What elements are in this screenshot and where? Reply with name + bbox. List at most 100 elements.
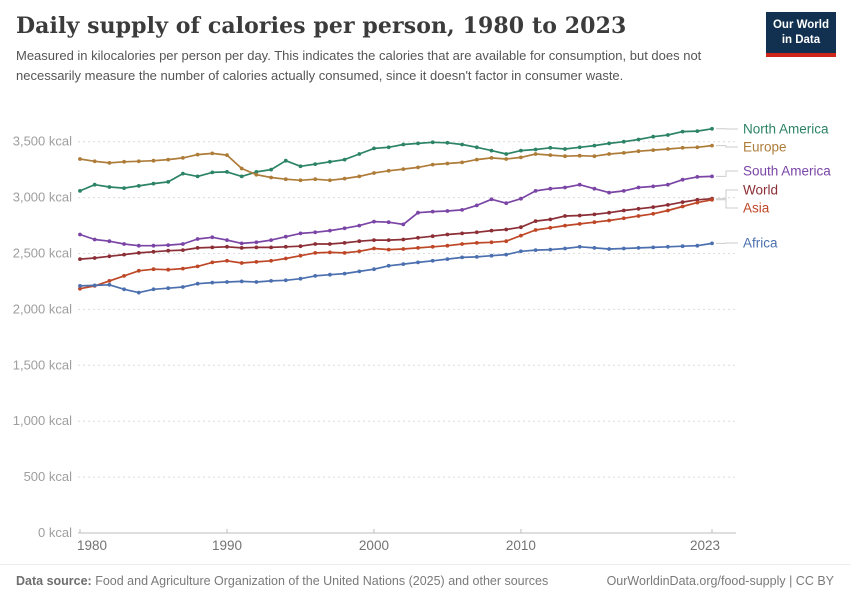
data-point: [151, 267, 156, 272]
chart-footer: Data source: Food and Agriculture Organi…: [0, 564, 850, 600]
data-point: [166, 248, 171, 253]
data-point: [328, 272, 332, 277]
series-line-europe[interactable]: [79, 144, 713, 182]
data-point: [563, 214, 567, 218]
data-point: [548, 247, 553, 252]
series-line-south-america[interactable]: [79, 175, 713, 247]
data-point: [636, 246, 641, 250]
series-line-africa[interactable]: [79, 242, 713, 294]
data-point: [107, 185, 112, 189]
data-point: [680, 200, 685, 204]
legend-label-asia[interactable]: Asia: [743, 201, 770, 216]
series-line-asia[interactable]: [79, 198, 713, 290]
data-point: [666, 203, 670, 207]
data-point: [166, 243, 171, 248]
data-point: [710, 126, 714, 131]
data-point: [563, 154, 567, 159]
data-point: [107, 161, 112, 165]
data-point: [136, 243, 141, 248]
data-point: [225, 280, 229, 284]
data-point: [225, 170, 229, 174]
data-point: [474, 203, 479, 208]
series-europe[interactable]: Europe: [78, 140, 787, 183]
data-point: [195, 152, 200, 157]
data-point: [504, 227, 509, 232]
chart-area: 0 kcal 500 kcal 1,000 kcal 1,500 kcal 2,000 …: [0, 112, 850, 565]
data-point: [592, 143, 597, 148]
series-asia[interactable]: Asia: [78, 197, 770, 291]
data-point: [519, 148, 523, 153]
data-point: [122, 274, 126, 278]
data-point: [78, 257, 82, 261]
data-point: [225, 258, 229, 263]
data-point: [680, 177, 685, 182]
owid-logo[interactable]: Our World in Data: [765, 12, 836, 57]
data-point: [342, 241, 347, 245]
data-point: [666, 208, 670, 213]
data-point: [710, 143, 714, 148]
data-point: [181, 242, 185, 246]
series-line-world[interactable]: [79, 197, 713, 260]
data-point: [489, 240, 494, 245]
data-point: [592, 212, 597, 217]
data-point: [651, 148, 656, 152]
legend-leader-line-world: [716, 189, 738, 200]
data-point: [621, 189, 626, 193]
data-point: [563, 223, 567, 228]
data-point: [474, 230, 479, 235]
data-point: [328, 178, 332, 183]
data-point: [636, 149, 641, 154]
series-africa[interactable]: Africa: [78, 236, 778, 295]
data-point: [621, 151, 626, 155]
data-point: [607, 152, 611, 156]
data-point: [666, 182, 670, 187]
data-point: [372, 246, 376, 251]
data-point: [533, 228, 538, 232]
series-world[interactable]: World: [78, 183, 778, 262]
legend-label-world[interactable]: World: [743, 183, 778, 198]
data-point: [695, 200, 700, 205]
legend-label-africa[interactable]: Africa: [743, 236, 778, 251]
x-axis: 1980 1990 2000 2010 2023: [77, 529, 736, 553]
legend-leader-line-south-america: [716, 170, 738, 177]
data-point: [254, 172, 259, 177]
chart-header: Daily supply of calories per person, 198…: [0, 0, 850, 85]
data-point: [151, 181, 156, 186]
data-source-text: Food and Agriculture Organization of the…: [91, 574, 549, 588]
data-point: [239, 279, 244, 284]
owid-citation-link[interactable]: OurWorldinData.org/food-supply | CC BY: [606, 574, 834, 588]
data-point: [621, 139, 626, 144]
series-line-north-america[interactable]: [79, 127, 713, 192]
data-point: [328, 228, 332, 233]
data-point: [372, 219, 376, 224]
legend-label-south-america[interactable]: South America: [743, 164, 831, 179]
series-south-america[interactable]: South America: [78, 164, 831, 248]
data-point: [225, 244, 229, 249]
data-point: [92, 283, 97, 288]
series-north-america[interactable]: North America: [78, 122, 829, 193]
data-point: [710, 174, 714, 179]
data-point: [181, 171, 185, 176]
data-point: [239, 166, 244, 171]
data-point: [430, 209, 435, 214]
data-point: [239, 174, 244, 179]
data-point: [210, 151, 215, 156]
legend-label-north-america[interactable]: North America: [743, 122, 829, 137]
data-point: [680, 129, 685, 134]
data-point: [710, 197, 714, 202]
data-point: [651, 245, 656, 250]
data-point: [430, 140, 435, 145]
legend-label-europe[interactable]: Europe: [743, 140, 787, 155]
data-point: [136, 251, 141, 255]
data-point: [372, 238, 376, 242]
line-chart-svg: 0 kcal 500 kcal 1,000 kcal 1,500 kcal 2,000 …: [13, 122, 832, 554]
data-point: [636, 137, 641, 142]
data-point: [254, 170, 259, 174]
data-point: [533, 248, 538, 253]
legend-leader-line-asia: [716, 199, 738, 209]
data-point: [636, 185, 641, 190]
data-point: [460, 160, 464, 165]
data-point: [666, 147, 670, 151]
data-point: [621, 216, 626, 221]
